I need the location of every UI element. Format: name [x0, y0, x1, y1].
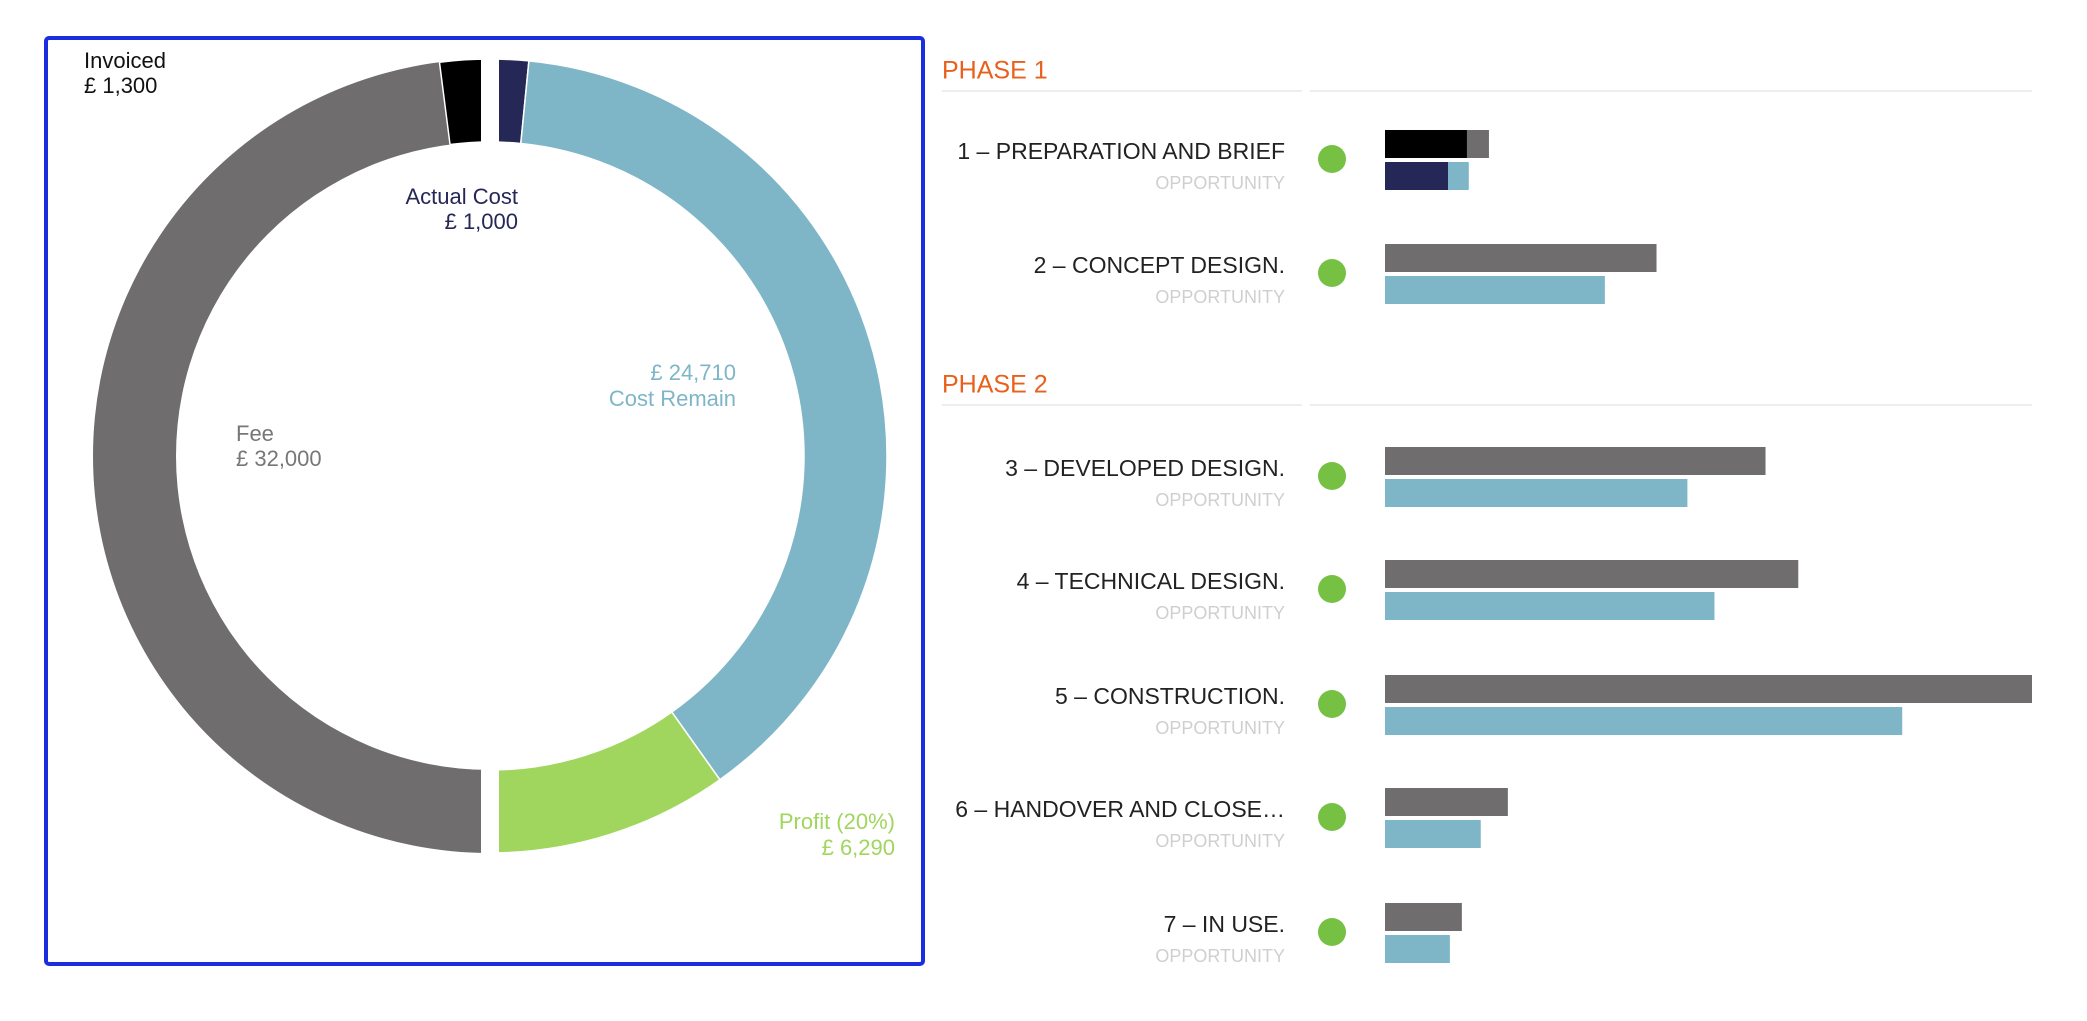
- donut-panel: [44, 36, 925, 966]
- stage-status: OPPORTUNITY: [1155, 831, 1285, 851]
- status-dot: [1318, 259, 1346, 287]
- status-dot: [1318, 918, 1346, 946]
- status-dot: [1318, 462, 1346, 490]
- fee-bar: [1385, 447, 1766, 475]
- cost-bar: [1385, 276, 1605, 304]
- fee-bar: [1385, 675, 2032, 703]
- status-dot: [1318, 575, 1346, 603]
- invoiced-value: £ 1,300: [84, 73, 157, 98]
- cost-bar: [1385, 707, 1903, 735]
- stage-status: OPPORTUNITY: [1155, 173, 1285, 193]
- cost-bar: [1385, 935, 1450, 963]
- stage-name: 4 – TECHNICAL DESIGN.: [1017, 568, 1285, 594]
- invoiced-bar: [1385, 130, 1467, 158]
- fee-bar: [1385, 903, 1462, 931]
- status-dot: [1318, 690, 1346, 718]
- fee-segment: [93, 59, 490, 853]
- profit-label: Profit (20%): [779, 809, 895, 834]
- donut-segment: [489, 710, 721, 854]
- stage-name: 1 – PREPARATION AND BRIEF: [957, 138, 1285, 164]
- phase-title: PHASE 2: [942, 371, 1048, 399]
- donut: [93, 58, 888, 854]
- actual-cost-bar: [1385, 162, 1448, 190]
- stage-status: OPPORTUNITY: [1155, 603, 1285, 623]
- cost-bar: [1385, 820, 1481, 848]
- fee-label: Fee: [236, 421, 274, 446]
- fee-bar: [1385, 244, 1657, 272]
- cost-remain-value: £ 24,710: [650, 360, 736, 385]
- cost-remain-label: Cost Remain: [609, 386, 736, 411]
- fee-bar: [1385, 788, 1508, 816]
- fee-bar: [1385, 560, 1799, 588]
- stage-status: OPPORTUNITY: [1155, 718, 1285, 738]
- stage-name: 6 – HANDOVER AND CLOSE…: [955, 796, 1285, 822]
- donut-segment: [519, 60, 888, 781]
- cost-bar: [1385, 479, 1688, 507]
- stage-status: OPPORTUNITY: [1155, 287, 1285, 307]
- stage-name: 5 – CONSTRUCTION.: [1055, 683, 1285, 709]
- status-dot: [1318, 803, 1346, 831]
- profit-value: £ 6,290: [822, 835, 895, 860]
- stage-status: OPPORTUNITY: [1155, 946, 1285, 966]
- cost-bar: [1385, 592, 1715, 620]
- phase-title: PHASE 1: [942, 57, 1048, 85]
- invoiced-label: Invoiced: [84, 48, 166, 73]
- donut-gap: [481, 40, 499, 920]
- stage-name: 2 – CONCEPT DESIGN.: [1034, 252, 1285, 278]
- status-dot: [1318, 145, 1346, 173]
- stage-name: 3 – DEVELOPED DESIGN.: [1005, 455, 1285, 481]
- fee-value: £ 32,000: [236, 446, 322, 471]
- stage-status: OPPORTUNITY: [1155, 490, 1285, 510]
- stage-name: 7 – IN USE.: [1164, 911, 1285, 937]
- actual-cost-value: £ 1,000: [445, 209, 518, 234]
- actual-cost-label: Actual Cost: [406, 184, 519, 209]
